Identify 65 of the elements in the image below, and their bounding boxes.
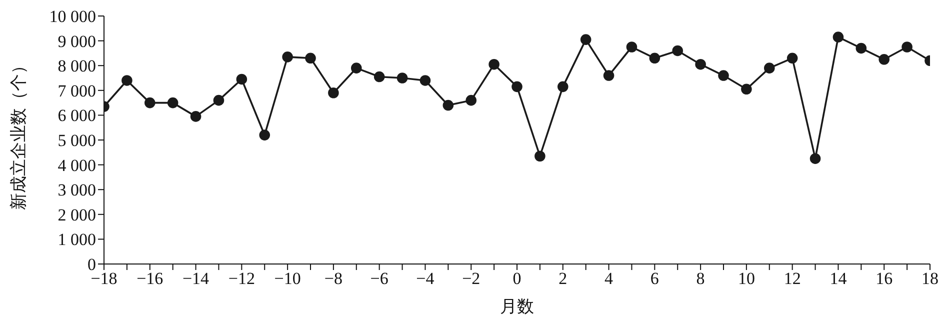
point — [466, 94, 477, 106]
point — [764, 62, 775, 74]
point — [420, 75, 431, 86]
point — [305, 52, 316, 64]
point — [122, 75, 132, 86]
point — [878, 54, 890, 65]
x-tick-label: 16 — [876, 269, 893, 288]
point — [580, 34, 592, 45]
point — [396, 72, 408, 84]
y-tick-label: 8 000 — [58, 56, 96, 76]
point — [718, 70, 729, 81]
point — [534, 150, 546, 162]
x-tick-label: 14 — [830, 269, 848, 288]
point — [832, 32, 844, 42]
x-tick-label: 0 — [512, 269, 522, 288]
point — [603, 70, 614, 81]
point — [810, 153, 821, 164]
y-tick-label: 7 000 — [58, 81, 96, 100]
point — [512, 81, 522, 92]
point — [259, 130, 270, 140]
point — [649, 52, 660, 64]
point — [695, 58, 706, 70]
point — [213, 94, 224, 106]
point — [626, 42, 638, 52]
point — [856, 42, 867, 54]
x-tick-label: −12 — [228, 269, 255, 288]
x-tick-label: 2 — [558, 269, 568, 288]
point — [167, 97, 178, 108]
point — [557, 81, 568, 92]
x-tick-label: 18 — [922, 269, 938, 288]
point — [488, 58, 500, 70]
point — [902, 42, 912, 52]
y-axis-title: 新成立企业数（个） — [9, 57, 28, 210]
point — [786, 52, 798, 64]
y-tick-label: 5 000 — [58, 131, 96, 150]
point — [236, 74, 248, 85]
point — [672, 45, 684, 56]
x-tick-label: −4 — [416, 269, 435, 288]
x-tick-label: 4 — [604, 269, 614, 288]
point — [282, 52, 293, 62]
x-tick-label: −6 — [370, 269, 388, 288]
x-tick-label: −14 — [182, 269, 210, 288]
point — [328, 87, 339, 98]
point — [190, 111, 202, 122]
x-tick-label: 10 — [738, 269, 755, 288]
y-tick-label: 9 000 — [58, 32, 96, 51]
point — [350, 62, 362, 74]
x-tick-label: 8 — [696, 269, 705, 288]
y-tick-label: 2 000 — [58, 205, 96, 224]
point — [741, 84, 752, 95]
x-tick-label: 6 — [650, 269, 659, 288]
y-tick-label: 1 000 — [58, 230, 96, 250]
x-tick-label: 12 — [784, 269, 801, 288]
x-tick-label: −2 — [462, 269, 480, 288]
x-axis-title: 月数 — [500, 297, 534, 316]
x-tick-label: −10 — [274, 269, 301, 288]
point — [144, 97, 156, 108]
y-tick-label: 4 000 — [58, 156, 96, 175]
y-tick-label: 6 000 — [58, 106, 96, 126]
y-tick-label: 10 000 — [49, 7, 96, 26]
x-tick-label: −16 — [136, 269, 164, 288]
y-tick-label: 3 000 — [58, 180, 96, 200]
point — [442, 100, 454, 111]
point — [374, 71, 385, 82]
x-tick-label: −8 — [324, 269, 342, 288]
